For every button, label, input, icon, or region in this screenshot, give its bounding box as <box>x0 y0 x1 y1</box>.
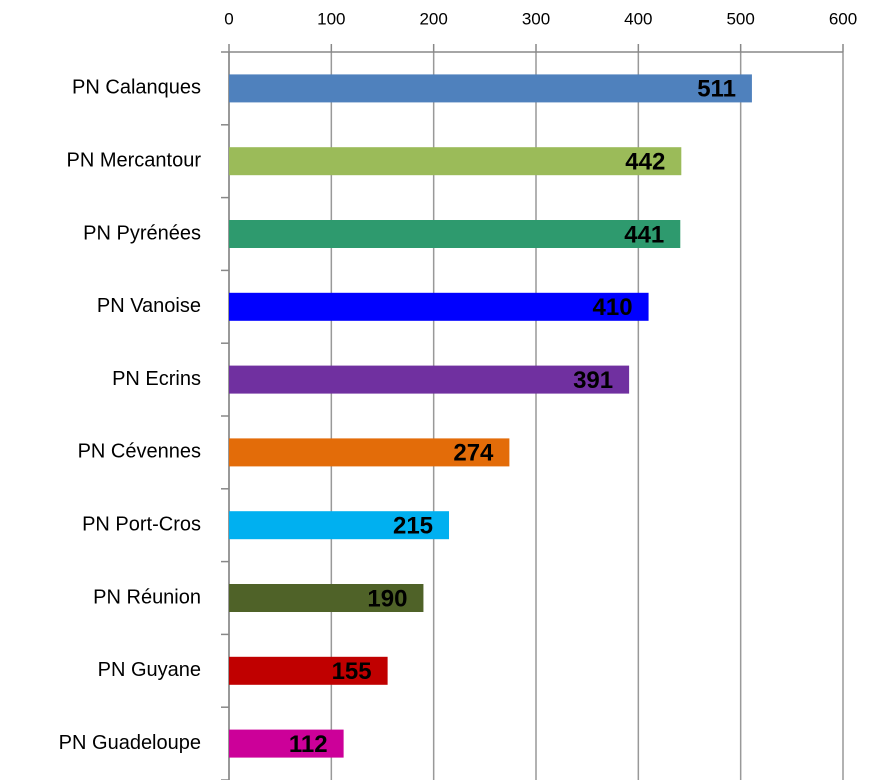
bar <box>229 292 649 321</box>
data-label: 391 <box>573 367 613 394</box>
x-tick-label: 400 <box>624 9 652 28</box>
y-tick-label: PN Vanoise <box>97 295 201 317</box>
bar <box>229 511 450 540</box>
bar <box>229 147 682 176</box>
data-label: 215 <box>393 513 433 540</box>
data-label: 442 <box>625 149 665 176</box>
data-label: 410 <box>593 294 633 321</box>
bar <box>229 584 424 612</box>
bar <box>229 74 752 103</box>
y-tick-label: PN Guyane <box>98 659 201 681</box>
y-tick-label: PN Ecrins <box>112 368 201 390</box>
bar <box>229 656 388 685</box>
data-label: 112 <box>289 731 328 758</box>
data-label: 155 <box>332 658 372 685</box>
bar <box>229 729 344 758</box>
y-tick-label: PN Mercantour <box>67 149 202 171</box>
data-label: 274 <box>453 440 494 467</box>
data-label: 190 <box>367 585 407 612</box>
x-tick-label: 500 <box>726 9 754 28</box>
y-tick-label: PN Réunion <box>93 586 201 608</box>
bar <box>229 220 681 248</box>
x-tick-label: 600 <box>829 9 857 28</box>
x-tick-label: 300 <box>522 9 550 28</box>
bar <box>229 438 510 467</box>
y-tick-label: PN Cévennes <box>78 441 201 463</box>
y-tick-label: PN Calanques <box>72 77 201 99</box>
y-tick-label: PN Pyrénées <box>83 222 201 244</box>
y-tick-label: PN Port-Cros <box>82 513 201 535</box>
x-tick-label: 100 <box>317 9 345 28</box>
data-label: 511 <box>697 76 736 103</box>
data-label: 441 <box>624 221 664 248</box>
y-tick-label: PN Guadeloupe <box>59 732 201 754</box>
x-tick-label: 200 <box>419 9 447 28</box>
x-tick-label: 0 <box>224 9 233 28</box>
bar <box>229 365 630 394</box>
